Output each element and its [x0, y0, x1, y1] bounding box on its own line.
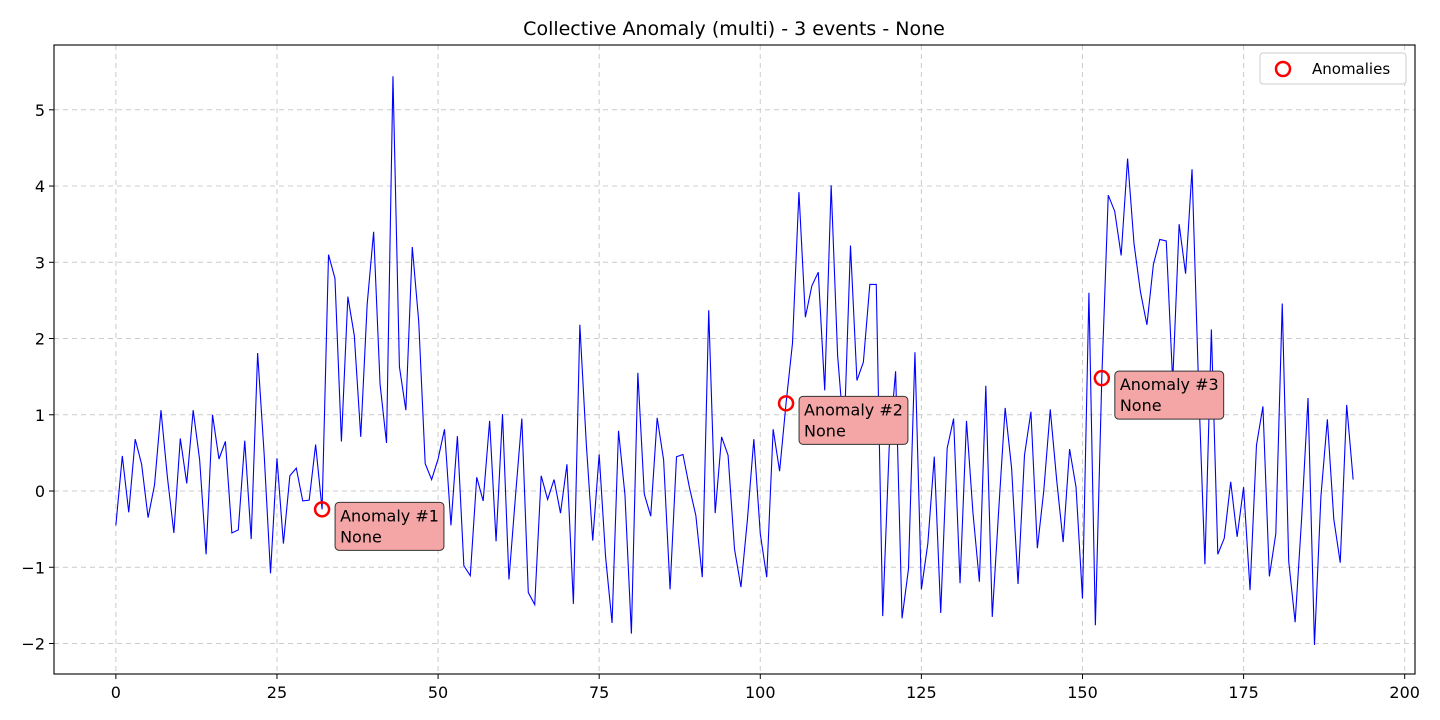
- y-tick-label: 4: [35, 177, 45, 196]
- x-tick-label: 175: [1228, 683, 1259, 702]
- x-tick-label: 150: [1067, 683, 1098, 702]
- annotation-title: Anomaly #1: [340, 506, 439, 525]
- annotation-box: [1114, 370, 1225, 420]
- series-line: [115, 76, 1354, 646]
- series-layer: [115, 76, 1354, 646]
- anomaly-annotation: Anomaly #1 None: [334, 501, 445, 551]
- x-tick-label: 75: [589, 683, 609, 702]
- annotation-note: None: [1120, 396, 1162, 415]
- annotation-title: Anomaly #3: [1120, 375, 1219, 394]
- y-tick-label: −2: [21, 635, 45, 654]
- y-tick-label: 2: [35, 330, 45, 349]
- y-tick-label: 1: [35, 406, 45, 425]
- annotation-title: Anomaly #2: [804, 400, 903, 419]
- anomaly-marker: [313, 501, 331, 518]
- anomaly-marker: [777, 395, 795, 412]
- legend: Anomalies: [1259, 52, 1407, 85]
- annotation-box: [334, 501, 445, 551]
- anomaly-marker: [1093, 369, 1111, 387]
- x-tick-label: 50: [428, 683, 448, 702]
- x-tick-label: 125: [906, 683, 937, 702]
- legend-label-anomalies: Anomalies: [1312, 60, 1390, 78]
- legend-box: [1259, 52, 1407, 85]
- annotation-note: None: [340, 527, 382, 546]
- y-tick-label: 3: [35, 253, 45, 272]
- y-tick-label: −1: [21, 558, 45, 577]
- y-tick-label: 0: [35, 482, 45, 501]
- x-tick-label: 25: [267, 683, 287, 702]
- x-tick-label: 100: [745, 683, 776, 702]
- x-tick-label: 200: [1389, 683, 1420, 702]
- anomaly-layer: Anomaly #1 None Anomaly #2 None Anomaly #3 No…: [313, 369, 1225, 551]
- x-tick-label: 0: [111, 683, 121, 702]
- y-tick-label: 5: [35, 101, 45, 120]
- anomaly-annotation: Anomaly #2 None: [798, 395, 909, 445]
- plot-frame: [53, 44, 1416, 675]
- axis-ticks: 0 25 50 75 100 125 150 175 200 −2 −1 0 1 2 3 4 5: [21, 101, 1420, 702]
- chart-title: Collective Anomaly (multi) - 3 events - …: [523, 18, 945, 40]
- anomaly-annotation: Anomaly #3 None: [1114, 370, 1225, 420]
- legend-anomaly-marker: [1274, 60, 1292, 78]
- annotation-note: None: [804, 421, 846, 440]
- annotation-box: [798, 395, 909, 445]
